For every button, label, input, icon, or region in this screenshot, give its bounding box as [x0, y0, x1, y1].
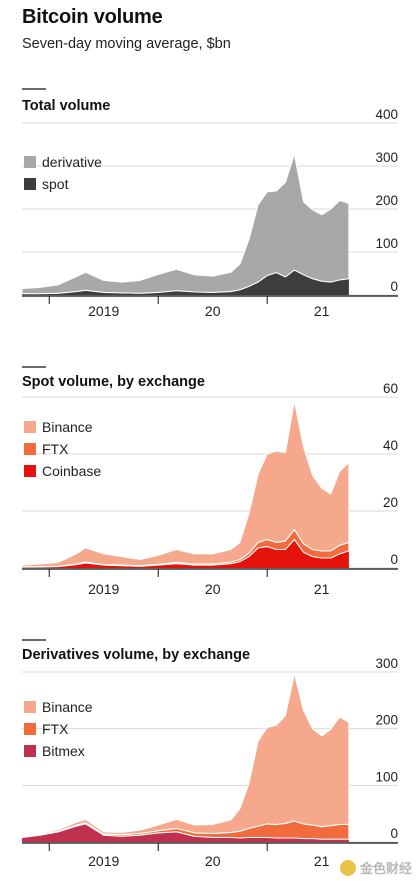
panel-2-title: Spot volume, by exchange: [22, 374, 205, 390]
panel-3-legend-swatch: [24, 723, 36, 735]
panel-2-ytick-label: 40: [383, 438, 398, 453]
panel-3-legend-swatch: [24, 745, 36, 757]
panel-3-xtick-label: 21: [314, 853, 330, 869]
panel-1-legend-label: derivative: [42, 154, 102, 170]
watermark-text: 金色财经: [359, 861, 412, 876]
watermark: 金色财经: [339, 858, 412, 877]
panel-1-legend-label: spot: [42, 176, 69, 192]
panel-3-ytick-label: 0: [390, 826, 398, 841]
panel-3-legend-label: Binance: [42, 699, 93, 715]
chart-title: Bitcoin volume: [22, 6, 163, 28]
panel-3-legend-label: FTX: [42, 721, 69, 737]
panel-2-xtick-label: 21: [314, 581, 330, 597]
panel-3-area-binance: [21, 673, 350, 838]
panel-1-xtick-label: 2019: [88, 303, 119, 319]
panel-3-xtick-label: 20: [205, 853, 221, 869]
panel-2-ytick-label: 20: [383, 495, 398, 510]
panel-3-ytick-label: 200: [375, 713, 398, 728]
watermark-logo-icon: [339, 859, 356, 876]
panel-1-ytick-label: 100: [375, 236, 398, 251]
panel-1-title: Total volume: [22, 98, 110, 114]
panel-2-area-binance: [21, 400, 350, 568]
panel-3-title: Derivatives volume, by exchange: [22, 647, 250, 663]
panel-1-legend-swatch: [24, 178, 36, 190]
panel-3-legend-swatch: [24, 701, 36, 713]
panel-1-area-derivative: [21, 153, 350, 295]
panel-1-area-spot: [22, 270, 349, 295]
panel-2-ytick-label: 0: [390, 552, 398, 567]
panel-3-legend-label: Bitmex: [42, 743, 85, 759]
panel-2-ytick-label: 60: [383, 381, 398, 396]
panel-3-xtick-label: 2019: [88, 853, 119, 869]
panel-2-legend-label: FTX: [42, 441, 69, 457]
panel-2-legend-label: Coinbase: [42, 463, 101, 479]
panel-1-xtick-label: 21: [314, 303, 330, 319]
panel-3-ytick-label: 300: [375, 656, 398, 671]
panel-2-legend-swatch: [24, 421, 36, 433]
panel-2-xtick-label: 2019: [88, 581, 119, 597]
panel-3-ytick-label: 100: [375, 769, 398, 784]
panel-2-legend-swatch: [24, 465, 36, 477]
panel-1-legend-swatch: [24, 156, 36, 168]
panel-1-xtick-label: 20: [205, 303, 221, 319]
panel-2-xtick-label: 20: [205, 581, 221, 597]
chart-subtitle: Seven-day moving average, $bn: [22, 36, 231, 52]
panel-1-ytick-label: 0: [390, 279, 398, 294]
panel-1-ytick-label: 400: [375, 107, 398, 122]
panel-1-ytick-label: 300: [375, 150, 398, 165]
panel-2-legend-swatch: [24, 443, 36, 455]
panel-2-legend-label: Binance: [42, 419, 93, 435]
panel-3-area-bitmex: [22, 823, 349, 842]
panel-1-ytick-label: 200: [375, 193, 398, 208]
